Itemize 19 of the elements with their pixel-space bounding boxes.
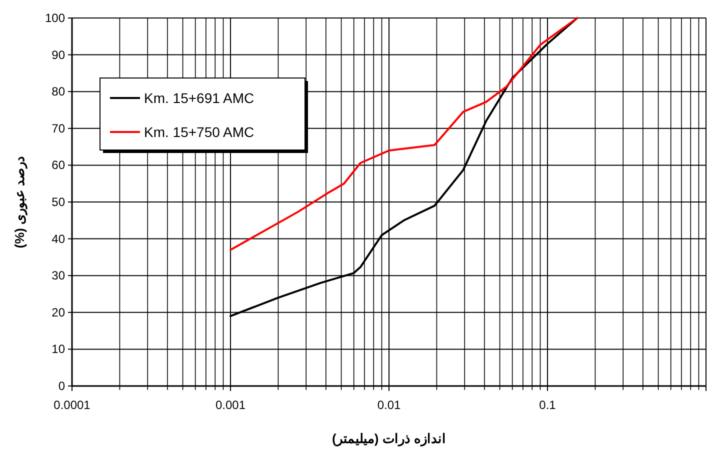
x-tick-label: 0.001 [215, 398, 246, 412]
y-tick-label: 30 [52, 268, 66, 283]
x-tick-label: 0.1 [539, 398, 556, 412]
y-tick-label: 40 [52, 232, 66, 246]
y-tick-label: 20 [52, 305, 66, 320]
x-axis-title: اندازه ذرات (میلیمتر) [332, 431, 446, 447]
legend-label: Km. 15+750 AMC [144, 124, 254, 140]
y-tick-label: 70 [52, 121, 66, 136]
y-tick-label: 80 [52, 84, 66, 99]
x-tick-label: 0.01 [377, 398, 401, 412]
legend-label: Km. 15+691 AMC [144, 90, 254, 106]
y-tick-label: 50 [52, 195, 66, 209]
y-tick-label: 0 [58, 379, 66, 393]
y-tick-label: 100 [44, 11, 66, 25]
y-axis-title: درصد عبوری (%) [12, 156, 28, 248]
y-tick-label: 60 [52, 158, 66, 172]
y-tick-label: 90 [52, 48, 66, 62]
x-tick-label: 0.0001 [54, 398, 91, 412]
y-tick-label: 10 [52, 342, 66, 356]
